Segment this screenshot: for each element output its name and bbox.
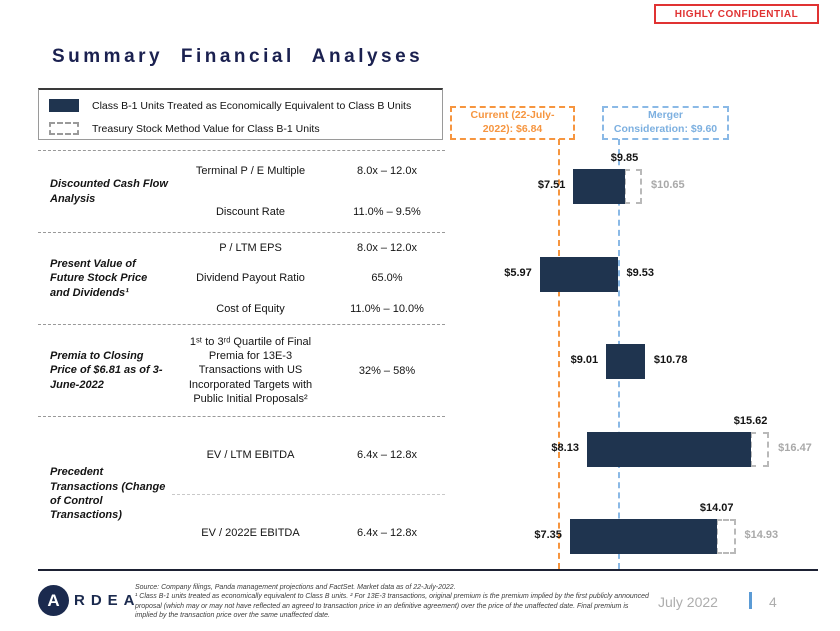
- analysis-metrics: P / LTM EPS 8.0x – 12.0x Dividend Payout R…: [172, 233, 445, 324]
- page-date: July 2022: [658, 594, 718, 610]
- high-value-label: $10.78: [653, 354, 688, 366]
- legend-item-dashed: Treasury Stock Method Value for Class B-…: [49, 117, 442, 140]
- analysis-section: Discounted Cash Flow Analysis Terminal P …: [38, 151, 445, 233]
- metric-range: 6.4x – 12.8x: [357, 526, 417, 539]
- high-value-label: $15.62: [733, 415, 768, 427]
- metric-name: P / LTM EPS: [219, 242, 282, 255]
- metric-name: Cost of Equity: [216, 302, 285, 315]
- range-bar: [539, 257, 618, 292]
- current-reference-line: [557, 139, 560, 569]
- metric-range: 65.0%: [371, 272, 403, 285]
- metric-range: 8.0x – 12.0x: [357, 165, 417, 178]
- metric-range: 11.0% – 9.5%: [353, 205, 421, 218]
- metric-name: Terminal P / E Multiple: [195, 165, 306, 178]
- analysis-table: Discounted Cash Flow Analysis Terminal P …: [38, 150, 445, 570]
- current-price-callout: Current (22-July-2022): $6.84: [450, 106, 575, 140]
- treasury-value-label: $16.47: [778, 442, 812, 454]
- metric-name: 1ˢᵗ to 3ʳᵈ Quartile of Final Premia for …: [188, 335, 313, 405]
- low-value-label: $7.51: [537, 179, 566, 191]
- confidential-badge: HIGHLY CONFIDENTIAL: [654, 4, 819, 24]
- analysis-section: Premia to Closing Price of $6.81 as of 3…: [38, 325, 445, 417]
- source-footnotes: Source: Company filings, Panda managemen…: [135, 583, 649, 621]
- analysis-label: Discounted Cash Flow Analysis: [50, 178, 168, 205]
- analysis-metrics: 1ˢᵗ to 3ʳᵈ Quartile of Final Premia for …: [172, 325, 445, 416]
- treasury-extension-box: [623, 169, 642, 204]
- treasury-extension-box: [715, 519, 736, 554]
- source-line: Source: Company filings, Panda managemen…: [135, 584, 456, 591]
- metric-name: EV / 2022E EBITDA: [201, 526, 300, 539]
- analysis-label: Present Value of Future Stock Price and …: [50, 258, 148, 299]
- high-value-label: $9.85: [610, 152, 639, 164]
- low-value-label: $5.97: [504, 267, 532, 279]
- metric-name: EV / LTM EBITDA: [206, 449, 295, 462]
- metric-row: Terminal P / E Multiple 8.0x – 12.0x: [172, 151, 445, 192]
- metric-row: 1ˢᵗ to 3ʳᵈ Quartile of Final Premia for …: [172, 325, 445, 416]
- legend: Class B-1 Units Treated as Economically …: [38, 88, 443, 140]
- analysis-metrics: Terminal P / E Multiple 8.0x – 12.0x Disco…: [172, 151, 445, 232]
- page-title: Summary Financial Analyses: [52, 46, 424, 67]
- range-bar: [586, 432, 751, 467]
- high-value-label: $9.53: [626, 267, 655, 279]
- metric-range: 11.0% – 10.0%: [350, 302, 424, 315]
- metric-name: Dividend Payout Ratio: [196, 272, 305, 285]
- legend-label-solid: Class B-1 Units Treated as Economically …: [92, 99, 412, 112]
- treasury-value-label: $10.65: [651, 179, 685, 191]
- logo-circle-icon: A: [38, 585, 69, 616]
- low-value-label: $8.13: [551, 442, 579, 454]
- legend-item-solid: Class B-1 Units Treated as Economically …: [49, 94, 442, 117]
- metric-range: 32% – 58%: [358, 364, 416, 377]
- range-bar: [573, 169, 625, 204]
- metric-row: Cost of Equity 11.0% – 10.0%: [172, 294, 445, 324]
- dashed-box-swatch-icon: [49, 122, 79, 135]
- merger-consideration-callout: Merger Consideration: $9.60: [602, 106, 729, 140]
- low-value-label: $7.35: [534, 529, 562, 541]
- metric-range: 6.4x – 12.8x: [357, 449, 417, 462]
- treasury-extension-box: [749, 432, 770, 467]
- range-bar: [569, 519, 717, 554]
- page-number: 4: [769, 594, 777, 610]
- metric-row: Discount Rate 11.0% – 9.5%: [172, 192, 445, 233]
- analysis-metrics: EV / LTM EBITDA 6.4x – 12.8x EV / 2022E EB…: [172, 417, 445, 571]
- range-bar: [606, 344, 645, 379]
- high-value-label: $14.07: [699, 502, 734, 514]
- solid-bar-swatch-icon: [49, 99, 79, 112]
- analysis-label: Precedent Transactions (Change of Contro…: [50, 466, 166, 522]
- analysis-label: Premia to Closing Price of $6.81 as of 3…: [50, 350, 163, 391]
- metric-range: 8.0x – 12.0x: [357, 242, 417, 255]
- metric-row: P / LTM EPS 8.0x – 12.0x: [172, 233, 445, 263]
- page-separator-bar: [749, 592, 752, 609]
- metric-row: Dividend Payout Ratio 65.0%: [172, 263, 445, 293]
- legend-label-dashed: Treasury Stock Method Value for Class B-…: [92, 122, 320, 135]
- footnotes: ¹ Class B-1 units treated as economicall…: [135, 593, 649, 620]
- analysis-section: Precedent Transactions (Change of Contro…: [38, 417, 445, 571]
- metric-row: EV / 2022E EBITDA 6.4x – 12.8x: [172, 493, 445, 572]
- treasury-value-label: $14.93: [744, 529, 779, 541]
- logo-wordmark: RDEA: [74, 592, 141, 609]
- metric-row: EV / LTM EBITDA 6.4x – 12.8x: [172, 417, 445, 494]
- ardea-logo: A RDEA: [38, 585, 141, 616]
- analysis-section: Present Value of Future Stock Price and …: [38, 233, 445, 325]
- metric-name: Discount Rate: [215, 205, 286, 218]
- low-value-label: $9.01: [570, 354, 599, 366]
- footer-divider: [38, 569, 818, 571]
